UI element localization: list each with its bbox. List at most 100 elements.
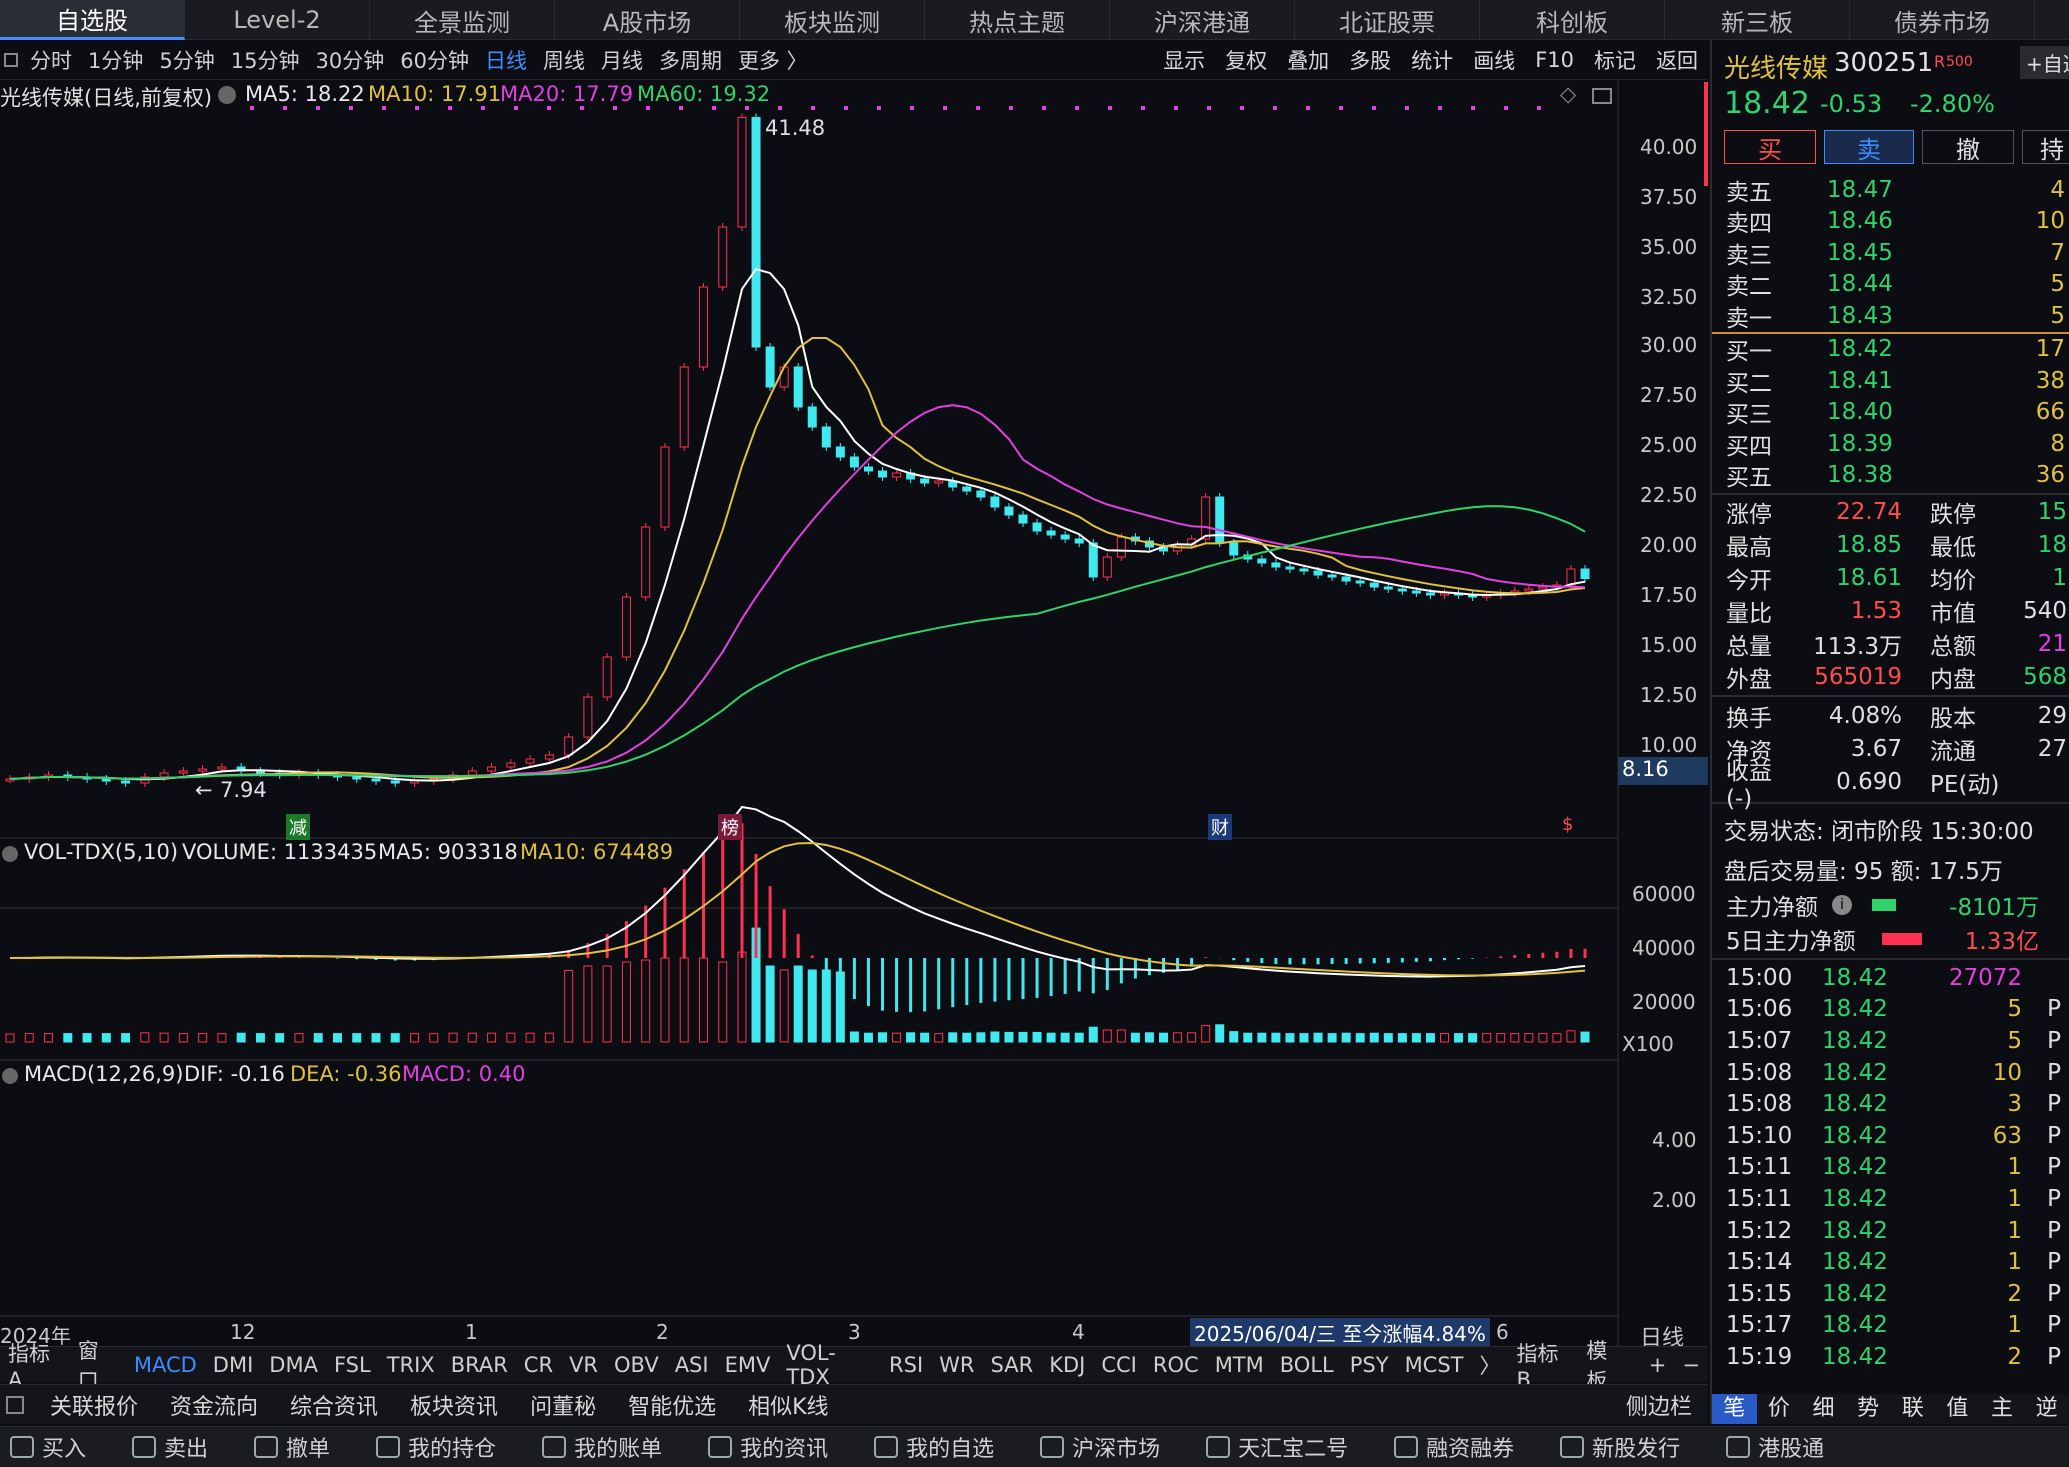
- marker-reduce[interactable]: 减: [286, 814, 310, 840]
- indicator-17[interactable]: KDJ: [1049, 1352, 1086, 1377]
- ma-circle-icon[interactable]: [218, 86, 236, 104]
- indicator-15[interactable]: WR: [939, 1352, 975, 1377]
- tick-row[interactable]: 15:10 18.42 63 P: [1712, 1120, 2069, 1152]
- bottom-tab-5[interactable]: 智能优选: [628, 1394, 717, 1420]
- period-7[interactable]: 周线: [542, 48, 585, 73]
- indicator-2[interactable]: MACD: [133, 1352, 197, 1377]
- tool-2[interactable]: 叠加: [1287, 49, 1330, 73]
- top-tab-1[interactable]: Level-2: [185, 0, 370, 40]
- tool-0[interactable]: 显示: [1163, 49, 1206, 73]
- indicator-6[interactable]: TRIX: [386, 1352, 435, 1377]
- tick-row[interactable]: 15:14 18.42 1 P: [1712, 1246, 2069, 1278]
- sell-button[interactable]: 卖: [1824, 130, 1914, 164]
- top-tab-3[interactable]: A股市场: [555, 0, 740, 40]
- indicator-21[interactable]: BOLL: [1279, 1352, 1334, 1377]
- right-tab-2[interactable]: 细: [1812, 1396, 1835, 1421]
- panel-toggle-icon[interactable]: [4, 52, 18, 67]
- add-watchlist-button[interactable]: +自选: [2020, 46, 2069, 79]
- buy-button[interactable]: 买: [1724, 130, 1816, 164]
- ask-row[interactable]: 卖三 18.45 7: [1712, 237, 2069, 269]
- tick-row[interactable]: 15:00 18.42 27072: [1712, 962, 2069, 994]
- tool-4[interactable]: 统计: [1411, 49, 1454, 73]
- top-tab-7[interactable]: 北证股票: [1295, 0, 1480, 40]
- right-tab-6[interactable]: 主: [1991, 1396, 2014, 1421]
- bid-row[interactable]: 买五 18.38 36: [1712, 460, 2069, 491]
- top-tab-5[interactable]: 热点主题: [925, 0, 1110, 40]
- window-icon[interactable]: [1592, 88, 1612, 104]
- tool-5[interactable]: 画线: [1473, 49, 1516, 73]
- tool-3[interactable]: 多股: [1349, 49, 1392, 73]
- taskbar-item-3[interactable]: 我的持仓: [366, 1431, 496, 1463]
- tick-row[interactable]: 15:12 18.42 1 P: [1712, 1215, 2069, 1247]
- period-9[interactable]: 多周期: [658, 48, 722, 73]
- tick-row[interactable]: 15:11 18.42 1 P: [1712, 1152, 2069, 1184]
- tick-row[interactable]: 15:08 18.42 3 P: [1712, 1088, 2069, 1120]
- kline-chart[interactable]: [0, 80, 1708, 1346]
- tick-row[interactable]: 15:15 18.42 2 P: [1712, 1278, 2069, 1310]
- indicator-14[interactable]: RSI: [889, 1352, 924, 1377]
- right-tab-4[interactable]: 联: [1901, 1396, 1924, 1421]
- bottom-tab-1[interactable]: 资金流向: [170, 1394, 259, 1420]
- ask-row[interactable]: 卖五 18.47 4: [1712, 174, 2069, 206]
- marker-dollar[interactable]: $: [1562, 814, 1574, 835]
- period-4[interactable]: 30分钟: [315, 48, 385, 73]
- indicator-16[interactable]: SAR: [990, 1352, 1034, 1377]
- panel-icon[interactable]: [6, 1395, 24, 1414]
- taskbar-item-2[interactable]: 撤单: [244, 1431, 330, 1463]
- period-0[interactable]: 分时: [30, 48, 72, 73]
- right-tab-3[interactable]: 势: [1857, 1396, 1880, 1421]
- tick-row[interactable]: 15:19 18.42 2 P: [1712, 1341, 2069, 1373]
- period-1[interactable]: 1分钟: [88, 48, 144, 73]
- period-3[interactable]: 15分钟: [230, 48, 300, 73]
- right-tab-5[interactable]: 值: [1946, 1396, 1969, 1421]
- bid-row[interactable]: 买一 18.42 17: [1712, 334, 2069, 365]
- right-tab-1[interactable]: 价: [1767, 1396, 1790, 1421]
- indicator-19[interactable]: ROC: [1152, 1352, 1199, 1377]
- taskbar-item-1[interactable]: 卖出: [122, 1431, 208, 1463]
- cancel-button[interactable]: 撤: [1922, 130, 2014, 164]
- indicator-13[interactable]: VOL-TDX: [786, 1340, 836, 1389]
- indicator-20[interactable]: MTM: [1214, 1352, 1264, 1377]
- tick-row[interactable]: 15:08 18.42 10 P: [1712, 1057, 2069, 1089]
- bid-row[interactable]: 买四 18.39 8: [1712, 428, 2069, 460]
- indicator-9[interactable]: VR: [569, 1352, 599, 1377]
- macd-circle-icon[interactable]: [2, 1068, 18, 1084]
- indicator-18[interactable]: CCI: [1101, 1352, 1137, 1377]
- tick-row[interactable]: 15:06 18.42 5 P: [1712, 994, 2069, 1026]
- taskbar-item-10[interactable]: 新股发行: [1550, 1431, 1680, 1463]
- indicator-12[interactable]: EMV: [724, 1352, 771, 1377]
- period-5[interactable]: 60分钟: [400, 48, 469, 73]
- period-2[interactable]: 5分钟: [159, 48, 215, 73]
- tick-row[interactable]: 15:07 18.42 5 P: [1712, 1025, 2069, 1057]
- tick-row[interactable]: 15:17 18.42 1 P: [1712, 1310, 2069, 1342]
- taskbar-item-8[interactable]: 天汇宝二号: [1196, 1431, 1348, 1463]
- tool-8[interactable]: 返回: [1656, 49, 1698, 73]
- tick-row[interactable]: 15:11 18.42 1 P: [1712, 1183, 2069, 1215]
- right-tab-7[interactable]: 逆: [2035, 1396, 2058, 1421]
- vol-circle-icon[interactable]: [2, 846, 18, 862]
- ask-row[interactable]: 卖二 18.44 5: [1712, 269, 2069, 300]
- indicator-4[interactable]: DMA: [269, 1352, 318, 1377]
- top-tab-8[interactable]: 科创板: [1480, 0, 1665, 40]
- indicator-10[interactable]: OBV: [614, 1352, 659, 1377]
- info-icon[interactable]: i: [1832, 895, 1852, 915]
- tool-7[interactable]: 标记: [1594, 49, 1636, 73]
- indicator-28[interactable]: −: [1682, 1352, 1700, 1377]
- marker-list[interactable]: 榜: [718, 814, 742, 840]
- bid-row[interactable]: 买二 18.41 38: [1712, 365, 2069, 397]
- indicator-11[interactable]: ASI: [674, 1352, 709, 1377]
- indicator-5[interactable]: FSL: [333, 1352, 371, 1377]
- top-tab-4[interactable]: 板块监测: [740, 0, 925, 40]
- bottom-tab-4[interactable]: 问董秘: [530, 1394, 597, 1420]
- indicator-22[interactable]: PSY: [1349, 1352, 1389, 1377]
- period-6[interactable]: 日线: [484, 48, 527, 73]
- marker-finance[interactable]: 财: [1208, 814, 1232, 840]
- period-10[interactable]: 更多 〉: [737, 48, 808, 73]
- top-tab-9[interactable]: 新三板: [1665, 0, 1850, 40]
- indicator-24[interactable]: 〉: [1479, 1353, 1501, 1378]
- taskbar-item-11[interactable]: 港股通: [1716, 1431, 1824, 1463]
- top-tab-2[interactable]: 全景监测: [370, 0, 555, 40]
- bid-row[interactable]: 买三 18.40 66: [1712, 397, 2069, 428]
- top-tab-0[interactable]: 自选股: [0, 0, 185, 40]
- bottom-tab-6[interactable]: 相似K线: [748, 1394, 829, 1420]
